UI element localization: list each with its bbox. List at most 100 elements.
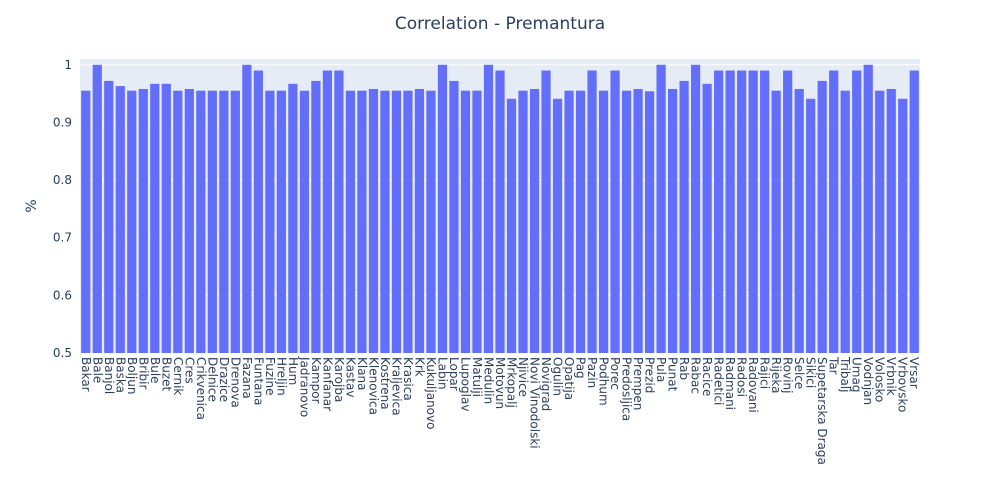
x-tick-label: Klenovica [366, 357, 380, 415]
bar [829, 70, 839, 353]
bar [334, 70, 344, 353]
bar [863, 64, 873, 353]
x-tick-label: Prempen [631, 357, 645, 410]
bar [196, 90, 206, 354]
bar [104, 80, 114, 353]
x-tick-label: Delnice [205, 357, 219, 402]
bar [541, 70, 551, 353]
bar [345, 90, 356, 354]
bar [138, 88, 148, 353]
bar [817, 80, 827, 353]
x-tick-label: Opatija [562, 357, 576, 400]
x-tick-label: Labin [435, 357, 449, 390]
bar [449, 80, 459, 353]
bar [184, 88, 194, 353]
bar [771, 90, 781, 354]
x-tick-label: Rabac [689, 357, 703, 394]
bar [679, 80, 689, 353]
bar [564, 90, 574, 354]
bar [748, 70, 758, 353]
y-tick-label: 0.6 [53, 288, 72, 302]
x-tick-label: Hum [286, 357, 300, 385]
bar [644, 91, 655, 354]
y-tick-label: 0.7 [53, 231, 72, 245]
x-tick-label: Bule [148, 357, 162, 384]
bar [219, 90, 229, 354]
bar [714, 70, 724, 353]
bar [265, 90, 275, 354]
x-tick-label: Kostrena [378, 357, 392, 410]
bar [725, 70, 735, 353]
x-tick-label: Bribir [136, 357, 150, 389]
bar [898, 98, 908, 353]
x-tick-label: Kampor [309, 357, 323, 404]
x-tick-label: Bakar [79, 357, 93, 392]
x-tick-label: Rab [677, 357, 691, 380]
x-tick-label: Novi Vinodolski [528, 357, 542, 449]
bar [610, 70, 620, 353]
x-tick-label: Lupoglav [458, 357, 472, 411]
bar [81, 90, 91, 354]
bar [598, 90, 609, 354]
bar [207, 90, 217, 354]
bar [691, 64, 701, 353]
bar [253, 70, 263, 353]
bar [633, 88, 643, 353]
bar [783, 70, 793, 353]
bar [115, 86, 125, 353]
x-tick-label: Radosi [735, 357, 749, 397]
bar [127, 90, 137, 354]
x-tick-label: Baska [113, 357, 127, 393]
bar [288, 83, 298, 353]
x-tick-label: Kastav [343, 357, 357, 397]
x-tick-label: Kukuljanovo [424, 357, 438, 429]
bar [230, 90, 240, 354]
bar [760, 70, 770, 353]
x-tick-label: Karojba [332, 357, 346, 402]
x-tick-label: Vrbnik [884, 357, 898, 396]
x-tick-label: Rijeka [769, 357, 783, 393]
bar [702, 83, 712, 353]
bar [299, 90, 309, 354]
y-tick-label: 0.9 [53, 115, 72, 129]
bar [173, 90, 183, 354]
bar [529, 88, 540, 353]
bar [909, 70, 919, 353]
y-tick-label: 0.8 [53, 173, 72, 187]
x-tick-label: Tribalj [838, 356, 852, 392]
bar [518, 90, 528, 354]
x-tick-label: Drenova [228, 357, 242, 408]
x-tick-label: Mrkopalj [505, 357, 519, 408]
x-tick-label: Radetici [712, 357, 726, 405]
bar [242, 64, 252, 353]
x-tick-label: Krk [412, 357, 426, 377]
bar [472, 90, 482, 354]
x-tick-label: Radmani [723, 357, 737, 410]
x-tick-label: Novigrad [539, 357, 553, 411]
x-tick-label: Ogulin [551, 357, 565, 396]
bar [668, 88, 678, 353]
x-tick-label: Matulji [470, 357, 484, 397]
x-tick-label: Volosko [873, 357, 887, 402]
x-tick-label: Lopar [447, 357, 461, 391]
bar [391, 90, 402, 354]
x-tick-label: Boljun [125, 357, 139, 394]
x-tick-label: Vrsar [907, 357, 921, 389]
x-tick-label: Funtana [251, 357, 265, 405]
x-tick-label: Kraljevica [389, 357, 403, 416]
bar [437, 64, 448, 353]
x-tick-label: Njivice [516, 357, 530, 397]
x-tick-label: Punat [666, 357, 680, 392]
x-tick-label: Bale [90, 357, 104, 383]
bar [150, 83, 160, 353]
y-axis-label: % [24, 199, 40, 212]
x-tick-label: Vodnjan [861, 357, 875, 405]
bar [886, 88, 896, 353]
x-tick-label: Pula [654, 357, 668, 382]
x-tick-label: Buzet [159, 357, 173, 392]
x-tick-label: Fuzine [263, 357, 277, 395]
bar [495, 70, 505, 353]
x-tick-label: Cernik [171, 357, 185, 395]
x-tick-label: Pazin [585, 357, 599, 388]
